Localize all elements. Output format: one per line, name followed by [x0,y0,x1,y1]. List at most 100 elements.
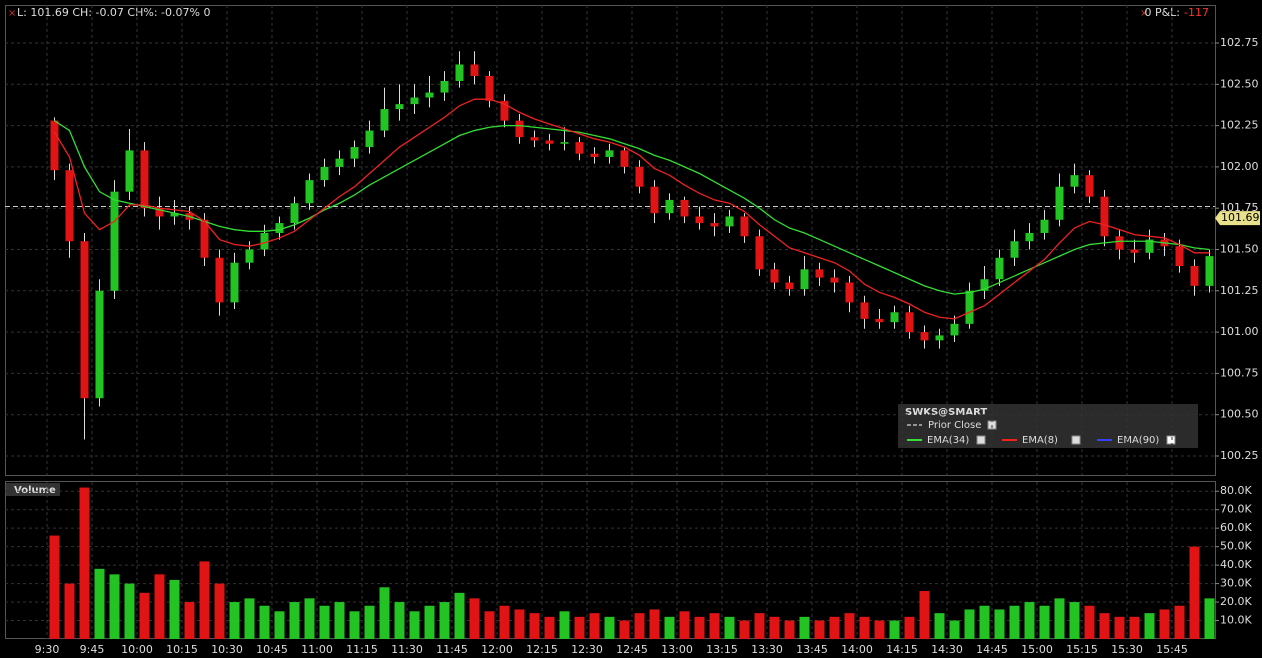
volume-bar [934,613,945,639]
volume-bar [139,592,150,639]
volume-bar [1189,546,1200,639]
candle-body [680,199,689,217]
candle-body [1025,232,1034,242]
x-tick-label: 15:45 [1156,643,1188,656]
x-tick-label: 15:00 [1021,643,1053,656]
x-tick-label: 10:15 [166,643,198,656]
volume-bar [574,616,585,639]
grid [5,5,1215,639]
candle-body [470,64,479,77]
legend-checkbox[interactable] [1166,435,1176,445]
legend-checkbox[interactable] [976,435,986,445]
volume-bar [1129,616,1140,639]
volume-bar [304,598,315,639]
candle-body [395,104,404,110]
volume-bar [784,620,795,639]
volume-bar [379,587,390,639]
candle-body [935,335,944,341]
legend-title: SWKS@SMART [905,407,987,418]
volume-bar [904,616,915,639]
volume-bar [1009,605,1020,639]
candle-body [305,180,314,204]
candle-body [995,257,1004,280]
legend-entry: EMA(34) [927,435,969,446]
volume-bar [709,613,720,639]
ema-line [53,98,1210,320]
x-tick-label: 10:45 [256,643,288,656]
pnl-value: -117 [1184,6,1209,19]
candle-body [335,158,344,167]
volume-bar [439,602,450,639]
x-tick-label: 12:15 [526,643,558,656]
volume-bar [799,616,810,639]
y-tick-label: 102.00 [1220,160,1259,173]
volume-bar [109,574,120,639]
x-tick-label: 10:30 [211,643,243,656]
x-tick-label: 11:00 [301,643,333,656]
volume-bar [919,590,930,639]
close-icon[interactable]: × [8,8,16,19]
volume-bar [829,616,840,639]
volume-bar [649,609,660,639]
legend: SWKS@SMART Prior Close EMA(34) EMA(8) EMA(… [898,404,1198,448]
volume-bar [64,583,75,639]
volume-bar [664,616,675,639]
volume-bar [1054,598,1065,639]
x-tick-label: 13:30 [751,643,783,656]
volume-bar [394,602,405,639]
candle-body [365,130,374,148]
volume-bar [1159,609,1170,639]
candle-body [275,223,284,233]
y-tick-label: 101.75 [1220,201,1259,214]
candle-body [725,216,734,227]
volume-bar [529,613,540,639]
x-tick-label: 9:30 [35,643,60,656]
y-tick-label: 101.00 [1220,325,1259,338]
y-tick-label: 10.0K [1220,614,1252,627]
candle-body [170,213,179,217]
candle-body [710,223,719,227]
pnl-label: 0 P&L: [1144,6,1180,19]
candle-body [515,120,524,138]
candle-body [905,312,914,333]
x-tick-label: 9:45 [80,643,105,656]
volume-bar [424,605,435,639]
x-tick-label: 14:00 [841,643,873,656]
volume-bar [49,535,60,639]
volume-bar [184,602,195,639]
volume-bar [544,616,555,639]
candle-body [890,312,899,323]
volume-bar [1144,613,1155,639]
close-icon[interactable]: × [1140,8,1148,19]
volume-bar [769,616,780,639]
candle-body [1130,249,1139,253]
x-tick-label: 15:30 [1111,643,1143,656]
volume-bar [514,609,525,639]
y-tick-label: 60.0K [1220,521,1252,534]
candle-body [1070,175,1079,187]
y-tick-label: 30.0K [1220,577,1252,590]
candle-body [245,249,254,263]
candle-body [755,236,764,270]
volume-bar [994,609,1005,639]
x-tick-label: 14:30 [931,643,963,656]
volume-bar [319,605,330,639]
candle-body [65,170,74,242]
y-tick-label: 20.0K [1220,595,1252,608]
price-tag-label: 101.69 [1221,211,1260,224]
candle-body [230,262,239,303]
volume-label-box [6,483,60,496]
y-tick-label: 100.75 [1220,366,1259,379]
legend-checkbox[interactable] [1071,435,1081,445]
volume-bar [469,598,480,639]
candle-body [965,290,974,324]
candle-body [260,232,269,250]
quote-line: L: 101.69 CH: -0.07 CH%: -0.07% 0 [17,6,210,19]
volume-bar [244,598,255,639]
candle-body [50,120,59,171]
candle-body [665,199,674,214]
candle-body [815,269,824,278]
candle-body [575,142,584,154]
